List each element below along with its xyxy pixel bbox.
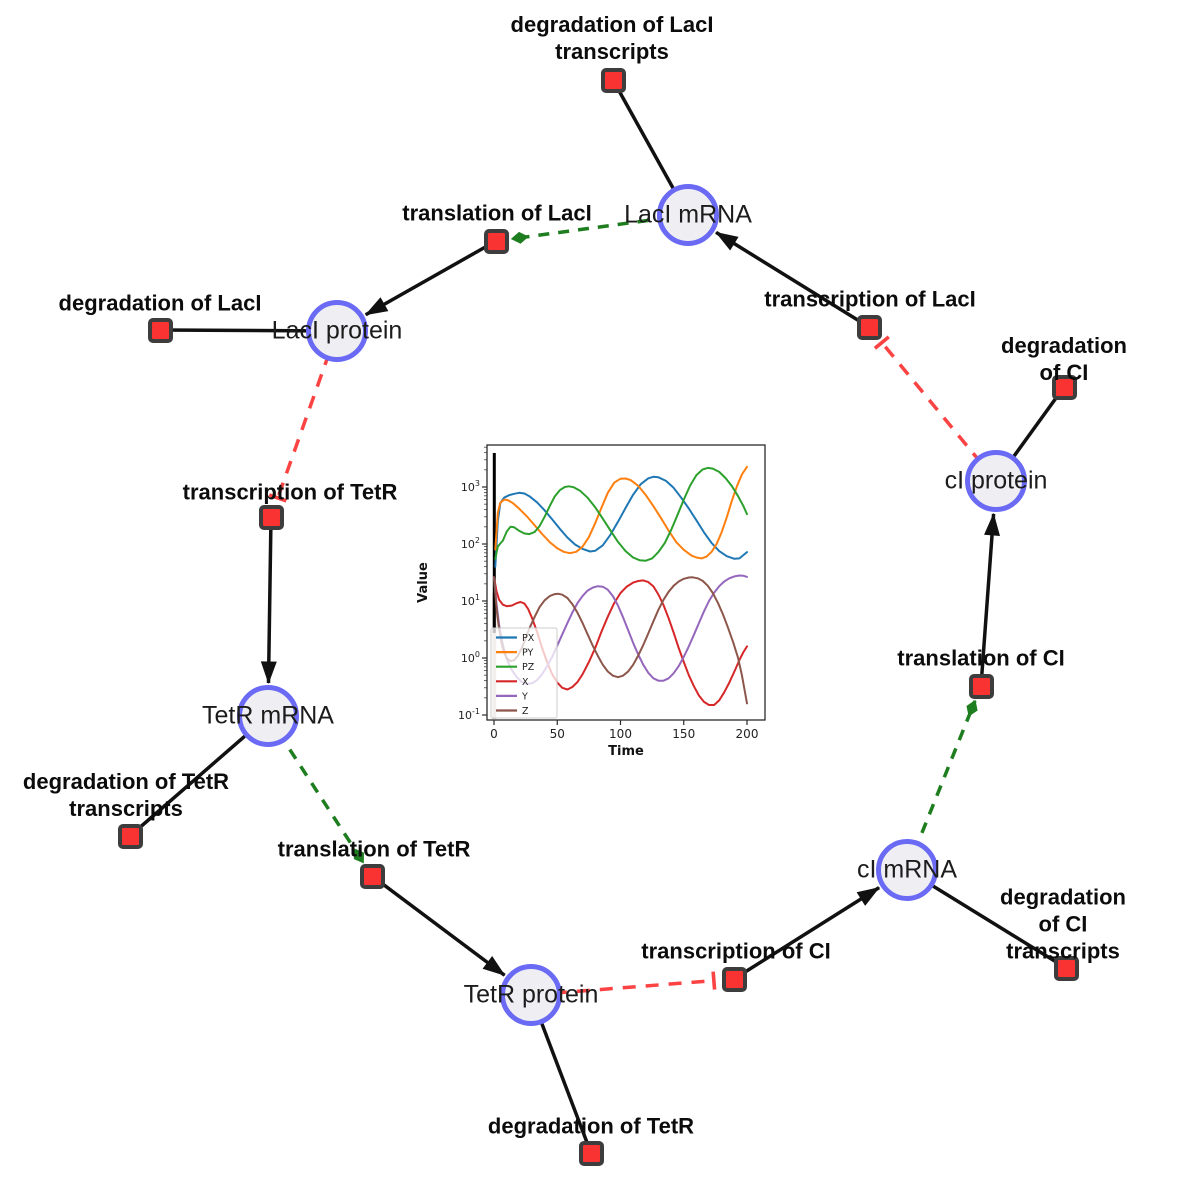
edge-modifier-ci-mrna-transl-ci: [905, 699, 978, 871]
edge-inhibition-tetr-protein-tx-ci: [530, 971, 717, 997]
series-line-py: [494, 465, 748, 560]
legend-label-y: Y: [521, 691, 528, 702]
edge-inhibition-laci-protein-tx-tetr: [268, 330, 339, 503]
edge-production-transl-laci-laci-protein: [364, 239, 497, 317]
edge-modifier-tetr-mrna-transl-tetr: [266, 715, 365, 864]
edge-inhibition-ci-protein-tx-laci: [873, 335, 998, 483]
x-tick-label: 0: [490, 727, 498, 741]
edge-consumption-laci-protein-deg-laci: [159, 328, 338, 333]
edge-production-transl-tetr-tetr-protein: [370, 874, 506, 977]
x-tick-label: 150: [672, 727, 695, 741]
chart-axes-box: [486, 444, 766, 721]
x-tick-label: 200: [736, 727, 759, 741]
edge-production-tx-tetr-tetr-mrna: [260, 516, 277, 685]
y-tick-label: 103: [461, 479, 480, 494]
y-tick-label: 100: [461, 650, 480, 665]
legend-label-pz: PZ: [522, 662, 535, 673]
y-axis-title: Value: [416, 562, 431, 603]
edge-consumption-ci-protein-deg-ci: [994, 385, 1066, 483]
series-line-pz: [494, 466, 748, 562]
legend-label-px: PX: [522, 633, 535, 644]
x-axis-title: Time: [608, 744, 644, 759]
y-tick-label: 102: [461, 536, 480, 551]
series-line-px: [494, 475, 748, 568]
edge-consumption-ci-mrna-deg-ci-tx: [906, 868, 1067, 970]
legend-label-x: X: [522, 677, 529, 688]
legend-label-z: Z: [522, 706, 529, 717]
y-tick-label: 101: [461, 593, 480, 608]
edge-production-tx-ci-ci-mrna: [733, 886, 881, 981]
edge-consumption-laci-mrna-deg-laci-tx: [611, 79, 690, 216]
series-line-x: [493, 576, 748, 706]
edge-production-transl-ci-ci-protein: [979, 512, 1001, 687]
x-tick-label: 100: [609, 727, 632, 741]
simulation-timecourse-chart: 10-1 100 101 102 103 0 50 100 150 200 Time Value PX P…: [413, 433, 789, 773]
x-tick-label: 50: [550, 727, 565, 741]
edge-consumption-tetr-protein-deg-tetr: [529, 994, 593, 1154]
legend-label-py: PY: [522, 648, 534, 659]
y-tick-label: 10-1: [458, 707, 480, 722]
edge-production-tx-laci-laci-mrna: [715, 230, 870, 329]
edge-consumption-tetr-mrna-deg-tetr-tx: [128, 714, 270, 838]
edge-modifier-laci-mrna-transl-laci: [510, 213, 689, 244]
